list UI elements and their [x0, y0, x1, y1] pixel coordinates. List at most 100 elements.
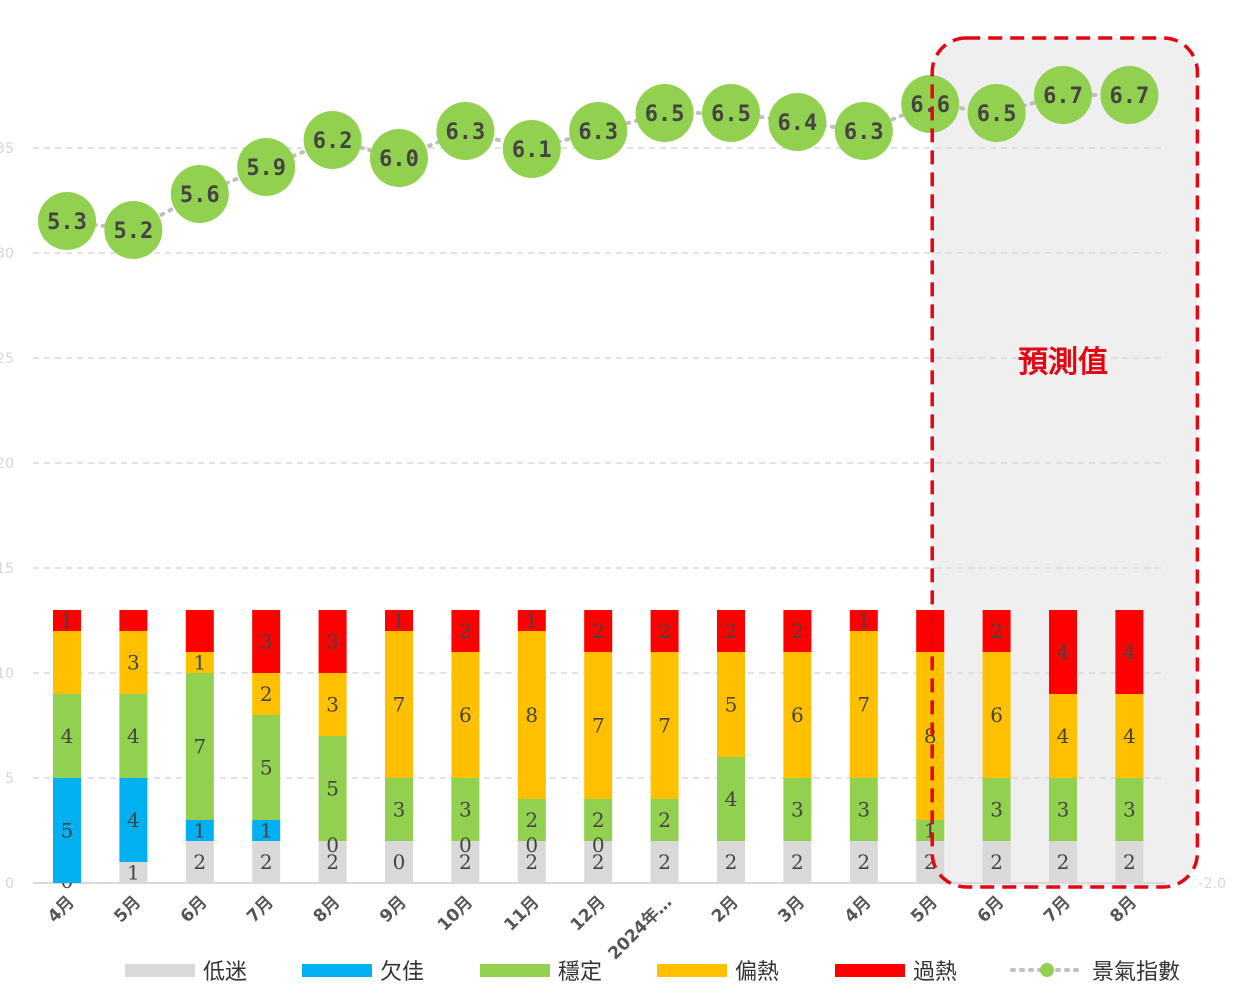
bar-segment: [783, 778, 812, 841]
index-value-label: 6.3: [446, 120, 486, 145]
bar-value-label: 2: [459, 619, 472, 643]
bar-segment: [517, 841, 546, 883]
bar-segment: [185, 841, 214, 883]
bar-value-label: 2: [459, 850, 472, 874]
bar-value-label: 5: [326, 777, 339, 801]
bar-value-label: 2: [592, 619, 605, 643]
legend: 低迷 欠佳 穩定 偏熱 過熱 景氣指數: [125, 960, 1180, 985]
right-axis-tick: -2.0: [1199, 876, 1226, 892]
x-tick-label: 2月: [708, 892, 743, 927]
bar-segment: [318, 736, 347, 841]
legend-label: 低迷: [203, 960, 247, 985]
bar-value-label: 7: [857, 693, 870, 717]
bar-segment: [119, 631, 148, 694]
bar-segment: [1049, 610, 1077, 694]
bar-segment: [252, 715, 281, 820]
bar-segment: [849, 610, 878, 631]
bar-value-label: 2: [592, 808, 605, 832]
index-marker: [1034, 66, 1092, 124]
bar-segment: [783, 652, 812, 778]
bar-value-label: 0: [525, 833, 538, 857]
x-tick-label: 7月: [1040, 892, 1075, 927]
x-tick-label: 4月: [44, 892, 79, 927]
bar-value-label: 4: [127, 724, 140, 748]
index-marker: [370, 129, 428, 187]
bar-value-label: 3: [1057, 798, 1070, 822]
bar-value-label: 1: [193, 651, 206, 675]
bar-segment: [53, 631, 81, 694]
bar-value-label: 2: [725, 619, 738, 643]
bar-value-label: 2: [791, 850, 804, 874]
index-value-label: 6.5: [645, 102, 685, 127]
bar-value-label: 2: [658, 808, 671, 832]
bar-value-label: 8: [525, 703, 538, 727]
bar-segment: [318, 673, 347, 736]
bar-segment: [584, 610, 613, 652]
index-line: 5.3 5.2 5.6 5.9 6.2 6.0 6.3 6.1 6.3 6.5 6.5 6.4 6.3 6…: [38, 66, 1159, 259]
bar-segment: [385, 631, 413, 778]
bar-segment: [650, 652, 679, 799]
index-value-label: 6.5: [711, 102, 751, 127]
bar-value-label: 1: [525, 609, 538, 633]
bar-segment: [119, 610, 148, 631]
bar-value-label: 2: [658, 619, 671, 643]
x-tick-label: 2024年…: [604, 892, 676, 964]
bar-segment: [252, 820, 281, 841]
bar-segment: [982, 841, 1011, 883]
x-tick-label: 5月: [907, 892, 942, 927]
left-axis: 0 5 10 15 20 25 30 35: [0, 141, 14, 892]
bar-segment: [1049, 694, 1077, 778]
legend-swatch: [480, 964, 550, 977]
bar-value-label: 2: [990, 850, 1003, 874]
bar-value-label: 7: [193, 735, 206, 759]
index-marker: [702, 84, 760, 142]
bar-segment: [451, 610, 480, 652]
bar-segment: [982, 652, 1011, 778]
bar-segment: [517, 799, 546, 841]
legend-swatch: [302, 964, 372, 977]
bar-value-label: 3: [393, 798, 406, 822]
index-marker: [237, 138, 296, 196]
bar-segment: [982, 778, 1011, 841]
left-axis-tick: 5: [5, 771, 14, 787]
bar-value-label: 8: [924, 724, 937, 748]
bar-value-label: 1: [260, 819, 273, 843]
bar-segment: [916, 820, 945, 841]
left-axis-tick: 0: [5, 876, 14, 892]
bar-segment: [185, 673, 214, 820]
legend-swatch: [125, 964, 195, 977]
bar-segment: [982, 610, 1011, 652]
index-marker: [1100, 66, 1159, 124]
legend-label: 欠佳: [380, 960, 424, 985]
left-axis-tick: 10: [0, 666, 14, 682]
legend-label: 偏熱: [735, 960, 779, 985]
bar-segment: [584, 841, 613, 883]
legend-swatch: [657, 964, 727, 977]
bar-value-label: 2: [658, 850, 671, 874]
bar-value-label: 4: [1057, 640, 1070, 664]
bar-segment: [451, 778, 480, 841]
bar-value-label: 3: [326, 693, 339, 717]
index-marker: [502, 120, 561, 178]
bar-segment: [53, 778, 81, 883]
bar-segment: [1115, 841, 1144, 883]
bar-segment: [717, 757, 745, 841]
bar-segment: [717, 610, 745, 652]
index-value-label: 6.7: [1043, 84, 1083, 109]
bar-value-label: 2: [260, 682, 273, 706]
legend-line-marker: [1040, 963, 1054, 977]
bar-value-label: 2: [725, 850, 738, 874]
bar-value-label: 3: [326, 630, 339, 654]
bar-value-label: 6: [459, 703, 472, 727]
bar-value-label: 3: [990, 798, 1003, 822]
x-tick-label: 8月: [310, 892, 345, 927]
bar-segment: [451, 841, 480, 883]
x-tick-label: 4月: [841, 892, 876, 927]
legend-label: 過熱: [913, 960, 957, 985]
index-marker: [635, 84, 694, 142]
bar-value-label: 0: [393, 850, 406, 874]
bar-value-label: 2: [1123, 850, 1136, 874]
bar-value-label: 7: [658, 714, 671, 738]
